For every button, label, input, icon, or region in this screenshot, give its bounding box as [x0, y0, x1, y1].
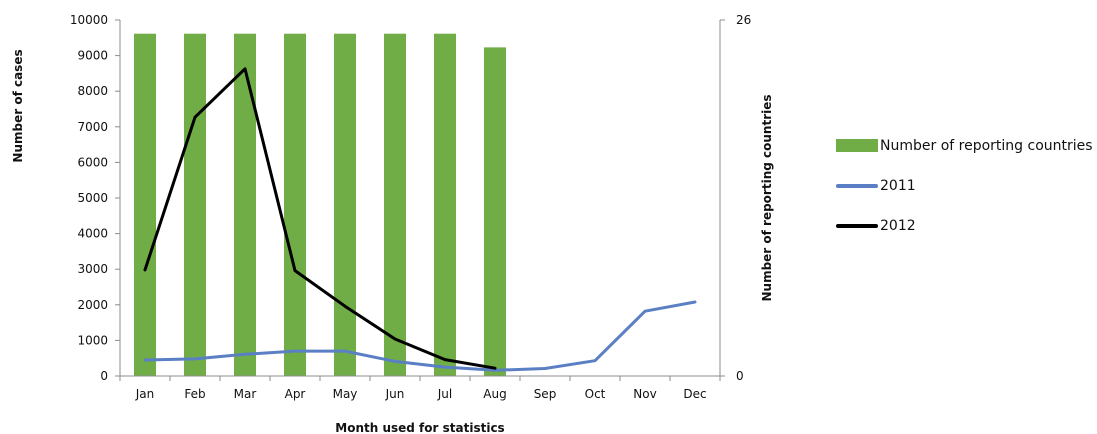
- bar-jul: [434, 33, 456, 376]
- x-tick-label-dec: Dec: [683, 387, 706, 401]
- bar-apr: [284, 33, 306, 376]
- y-left-tick-label: 2000: [77, 298, 108, 312]
- x-tick-label-may: May: [333, 387, 358, 401]
- y-left-tick-label: 0: [100, 369, 108, 383]
- y-left-tick-label: 8000: [77, 84, 108, 98]
- x-tick-label-oct: Oct: [585, 387, 606, 401]
- y-left-tick-label: 9000: [77, 49, 108, 63]
- x-tick-label-aug: Aug: [483, 387, 506, 401]
- bar-series-reporting-countries: [134, 33, 506, 377]
- legend-label-reporting-countries: Number of reporting countries: [880, 138, 1093, 154]
- bar-mar: [234, 33, 256, 376]
- y-left-tick-label: 10000: [70, 13, 108, 27]
- x-tick-label-apr: Apr: [285, 387, 306, 401]
- axes-group: [115, 19, 725, 381]
- line-series-2011: [143, 300, 697, 372]
- x-tick-label-jun: Jun: [385, 387, 405, 401]
- bar-aug: [484, 47, 506, 377]
- legend-swatch-bar: [836, 139, 878, 152]
- x-axis-title: Month used for statistics: [335, 421, 504, 434]
- legend-swatch-2011-line: [836, 184, 878, 188]
- bar-feb: [184, 33, 206, 376]
- bar-may: [334, 33, 356, 376]
- y-axis-left-title: Number of cases: [11, 49, 25, 162]
- y-right-tick-label: 26: [736, 13, 751, 27]
- y-left-tick-label: 7000: [77, 120, 108, 134]
- y-left-tick-label: 4000: [77, 227, 108, 241]
- bar-jun: [384, 33, 406, 376]
- tick-labels-group: 0 1000 2000 3000 4000 5000 6000 7000 8000 9000 100…: [70, 13, 751, 401]
- y-right-tick-label: 0: [736, 369, 744, 383]
- y-left-tick-label: 5000: [77, 191, 108, 205]
- y-left-tick-label: 3000: [77, 262, 108, 276]
- line-series-group: [143, 67, 697, 372]
- y-left-tick-label: 6000: [77, 155, 108, 169]
- x-tick-label-nov: Nov: [633, 387, 656, 401]
- legend-swatch-2012-line: [836, 224, 878, 228]
- legend-label-2012: 2012: [880, 218, 916, 234]
- y-left-tick-label: 1000: [77, 333, 108, 347]
- x-tick-label-feb: Feb: [184, 387, 205, 401]
- legend-label-2011: 2011: [880, 178, 916, 194]
- line-series-2012: [143, 67, 497, 370]
- x-tick-label-jul: Jul: [437, 387, 452, 401]
- bar-jan: [134, 33, 156, 376]
- x-tick-label-jan: Jan: [135, 387, 155, 401]
- x-tick-label-mar: Mar: [234, 387, 257, 401]
- y-axis-right-title: Number of reporting countries: [760, 94, 774, 301]
- x-tick-label-sep: Sep: [534, 387, 557, 401]
